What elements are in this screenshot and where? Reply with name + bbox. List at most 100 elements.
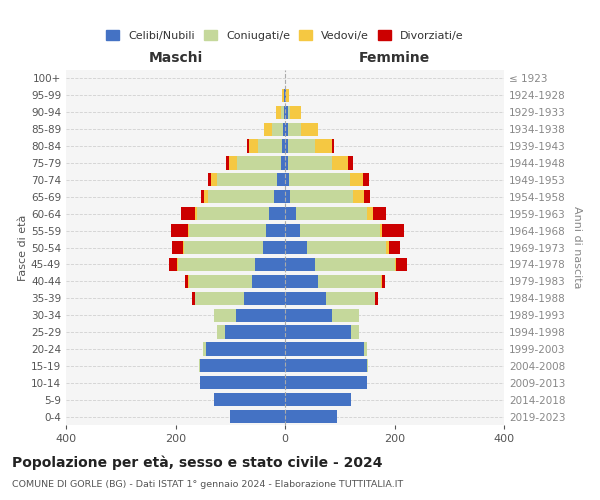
Bar — [348, 156, 353, 170]
Bar — [301, 224, 380, 237]
Bar — [285, 326, 350, 338]
Bar — [285, 190, 290, 203]
Bar — [285, 376, 367, 390]
Bar — [382, 274, 385, 288]
Y-axis label: Anni di nascita: Anni di nascita — [572, 206, 582, 289]
Bar — [208, 190, 274, 203]
Bar — [332, 140, 334, 152]
Y-axis label: Fasce di età: Fasce di età — [18, 214, 28, 280]
Bar — [285, 224, 301, 237]
Bar — [237, 156, 281, 170]
Bar — [199, 359, 200, 372]
Bar — [281, 106, 284, 119]
Bar — [290, 190, 353, 203]
Bar — [286, 89, 289, 102]
Bar — [290, 106, 301, 119]
Bar — [285, 140, 288, 152]
Bar — [326, 292, 376, 305]
Bar — [192, 292, 194, 305]
Bar — [171, 224, 188, 237]
Bar — [285, 89, 286, 102]
Bar — [208, 174, 211, 186]
Bar — [252, 274, 285, 288]
Bar — [178, 258, 255, 271]
Bar — [211, 174, 217, 186]
Bar — [201, 190, 204, 203]
Bar — [282, 140, 285, 152]
Bar — [172, 241, 182, 254]
Bar — [194, 292, 244, 305]
Text: Popolazione per età, sesso e stato civile - 2024: Popolazione per età, sesso e stato civil… — [12, 456, 383, 470]
Bar — [289, 174, 350, 186]
Bar — [318, 274, 381, 288]
Bar — [285, 156, 288, 170]
Bar — [275, 106, 281, 119]
Bar — [281, 156, 285, 170]
Bar — [282, 89, 284, 102]
Bar — [169, 258, 177, 271]
Bar — [389, 241, 400, 254]
Bar — [255, 258, 285, 271]
Bar — [274, 190, 285, 203]
Bar — [285, 342, 364, 355]
Bar — [264, 122, 272, 136]
Bar — [200, 376, 285, 390]
Bar — [285, 274, 318, 288]
Bar — [380, 224, 382, 237]
Bar — [182, 241, 184, 254]
Bar — [332, 308, 359, 322]
Bar — [332, 156, 348, 170]
Bar — [284, 106, 285, 119]
Bar — [301, 122, 318, 136]
Bar — [396, 258, 407, 271]
Bar — [285, 241, 307, 254]
Bar — [288, 140, 315, 152]
Bar — [283, 122, 285, 136]
Bar — [395, 258, 396, 271]
Bar — [315, 258, 395, 271]
Bar — [272, 122, 283, 136]
Bar — [217, 174, 277, 186]
Bar — [285, 359, 367, 372]
Legend: Celibi/Nubili, Coniugati/e, Vedovi/e, Divorziati/e: Celibi/Nubili, Coniugati/e, Vedovi/e, Di… — [102, 26, 468, 46]
Bar — [181, 207, 194, 220]
Bar — [296, 207, 367, 220]
Bar — [184, 241, 263, 254]
Bar — [364, 190, 370, 203]
Bar — [285, 174, 289, 186]
Bar — [177, 258, 178, 271]
Bar — [288, 122, 301, 136]
Bar — [217, 326, 225, 338]
Bar — [285, 207, 296, 220]
Bar — [285, 410, 337, 423]
Bar — [188, 224, 189, 237]
Bar — [353, 190, 364, 203]
Bar — [194, 207, 197, 220]
Bar — [229, 156, 237, 170]
Bar — [257, 140, 282, 152]
Bar — [266, 224, 285, 237]
Bar — [288, 156, 332, 170]
Bar — [236, 308, 285, 322]
Bar — [214, 308, 236, 322]
Bar — [189, 274, 252, 288]
Text: COMUNE DI GORLE (BG) - Dati ISTAT 1° gennaio 2024 - Elaborazione TUTTITALIA.IT: COMUNE DI GORLE (BG) - Dati ISTAT 1° gen… — [12, 480, 403, 489]
Bar — [197, 207, 269, 220]
Bar — [285, 292, 326, 305]
Bar — [204, 190, 208, 203]
Bar — [288, 106, 290, 119]
Bar — [386, 241, 389, 254]
Bar — [285, 122, 288, 136]
Bar — [284, 89, 285, 102]
Bar — [225, 326, 285, 338]
Bar — [367, 359, 368, 372]
Bar — [206, 342, 285, 355]
Bar — [285, 258, 315, 271]
Bar — [285, 308, 332, 322]
Bar — [364, 342, 367, 355]
Bar — [189, 224, 266, 237]
Bar — [269, 207, 285, 220]
Bar — [367, 207, 373, 220]
Bar — [307, 241, 386, 254]
Bar — [315, 140, 332, 152]
